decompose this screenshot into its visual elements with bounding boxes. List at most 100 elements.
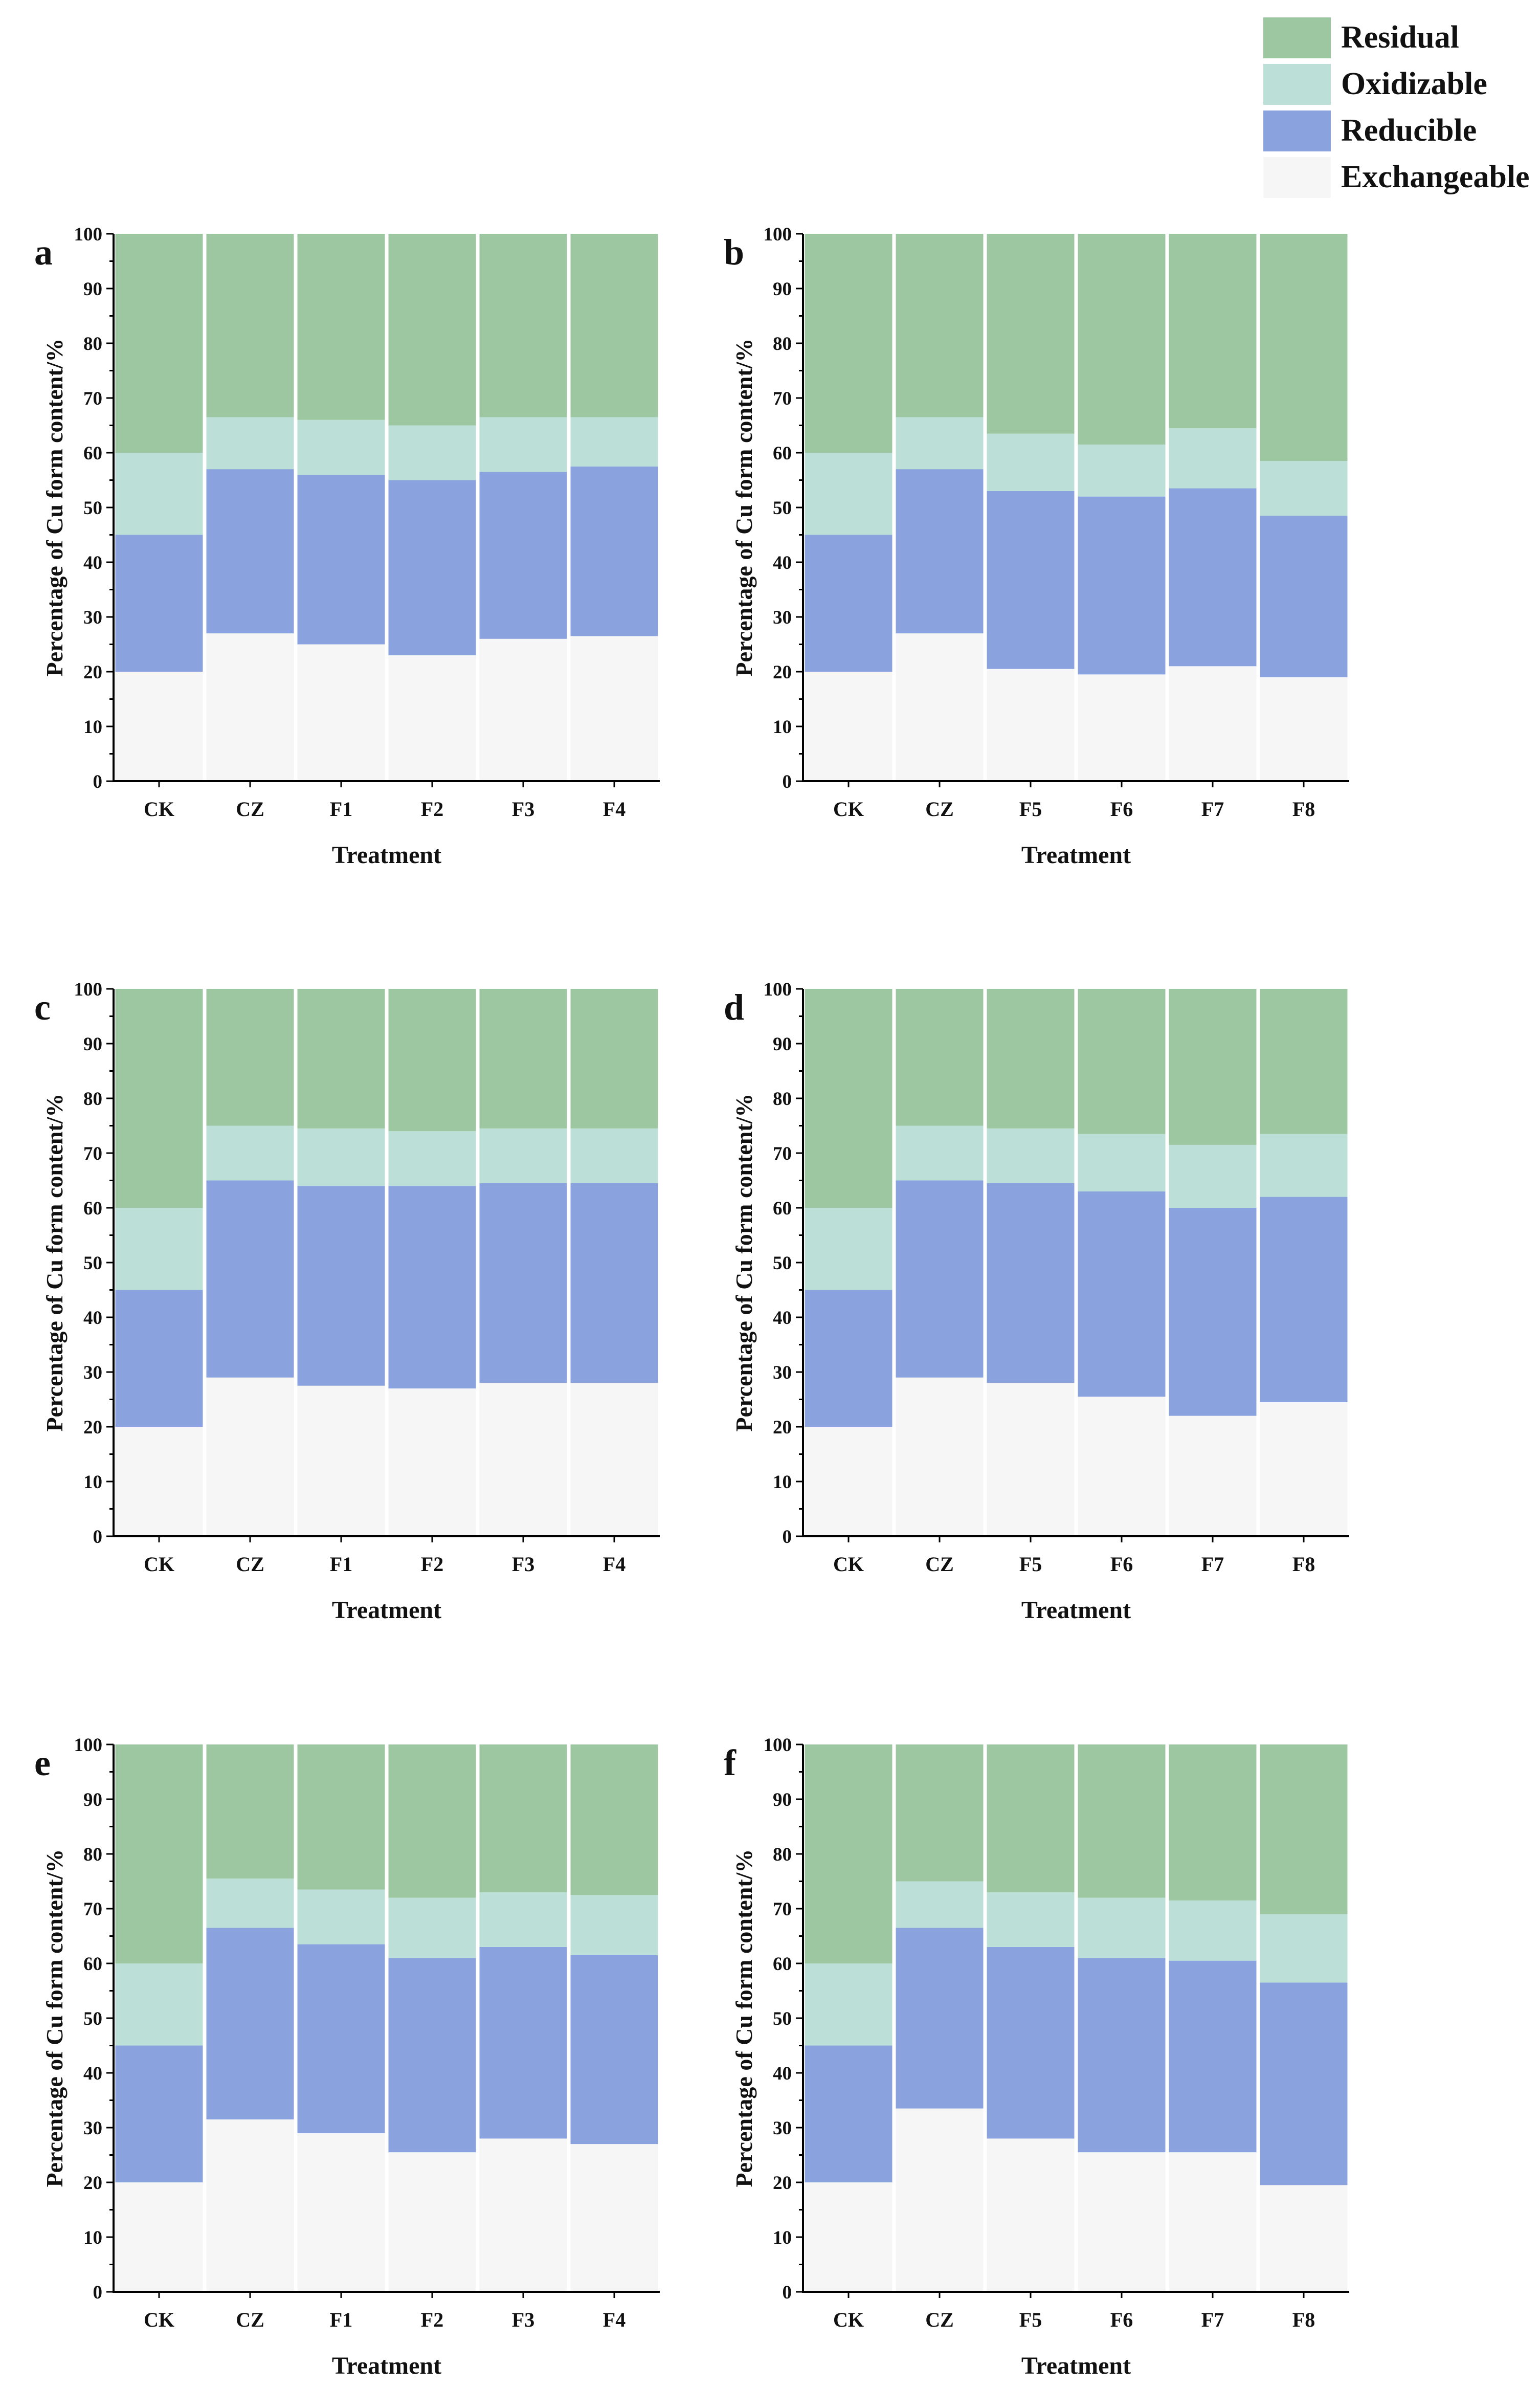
bar-f-f5-oxidizable bbox=[987, 1892, 1075, 1947]
x-axis-title-b: Treatment bbox=[1021, 842, 1131, 869]
y-tick-label-f-70: 70 bbox=[773, 1899, 792, 1920]
y-tick-label-a-80: 80 bbox=[83, 334, 102, 355]
x-tick-label-e-f4: F4 bbox=[603, 2308, 626, 2331]
bar-f-f6-exchangeable bbox=[1078, 2152, 1166, 2292]
y-tick-label-e-80: 80 bbox=[83, 1844, 102, 1865]
bar-d-f8-exchangeable bbox=[1260, 1402, 1348, 1536]
y-tick-label-f-0: 0 bbox=[783, 2282, 792, 2303]
x-tick-label-d-f8: F8 bbox=[1292, 1553, 1315, 1576]
y-tick-label-e-50: 50 bbox=[83, 2008, 102, 2029]
bar-f-f6-residual bbox=[1078, 1744, 1166, 1898]
bar-a-ck-exchangeable bbox=[115, 672, 203, 781]
bar-e-f1-residual bbox=[297, 1744, 385, 1890]
y-tick-label-e-70: 70 bbox=[83, 1899, 102, 1920]
y-tick-label-a-60: 60 bbox=[83, 443, 102, 464]
bar-b-f7-oxidizable bbox=[1169, 428, 1257, 489]
bar-a-f3-exchangeable bbox=[479, 638, 567, 781]
bar-c-f4-exchangeable bbox=[570, 1383, 658, 1536]
bar-b-f7-reducible bbox=[1169, 488, 1257, 667]
bar-d-f6-residual bbox=[1078, 989, 1166, 1134]
bar-b-ck-residual bbox=[805, 234, 892, 453]
bar-e-f3-exchangeable bbox=[479, 2138, 567, 2292]
panel-label-d: d bbox=[724, 987, 744, 1028]
bar-d-cz-reducible bbox=[896, 1180, 984, 1378]
x-tick-label-e-cz: CZ bbox=[236, 2308, 264, 2331]
bar-a-f4-oxidizable bbox=[570, 417, 658, 467]
bar-b-ck-reducible bbox=[805, 535, 892, 672]
bar-d-f7-exchangeable bbox=[1169, 1416, 1257, 1536]
y-tick-label-f-40: 40 bbox=[773, 2063, 792, 2084]
x-tick-label-e-ck: CK bbox=[144, 2308, 174, 2331]
bar-f-f6-reducible bbox=[1078, 1958, 1166, 2153]
y-tick-label-d-40: 40 bbox=[773, 1308, 792, 1329]
bar-b-cz-residual bbox=[896, 234, 984, 417]
y-tick-label-b-100: 100 bbox=[764, 224, 792, 245]
bar-b-f8-oxidizable bbox=[1260, 461, 1348, 516]
bar-b-f5-oxidizable bbox=[987, 433, 1075, 491]
y-tick-label-b-70: 70 bbox=[773, 388, 792, 409]
bar-f-f8-oxidizable bbox=[1260, 1914, 1348, 1983]
bar-b-ck-oxidizable bbox=[805, 453, 892, 535]
x-tick-label-f-f5: F5 bbox=[1019, 2308, 1042, 2331]
bar-e-f4-oxidizable bbox=[570, 1895, 658, 1955]
bar-e-f1-reducible bbox=[297, 1944, 385, 2133]
y-tick-label-c-60: 60 bbox=[83, 1198, 102, 1219]
x-tick-label-b-f7: F7 bbox=[1201, 798, 1224, 821]
x-tick-label-e-f3: F3 bbox=[512, 2308, 534, 2331]
y-tick-label-e-10: 10 bbox=[83, 2227, 102, 2248]
bar-f-f6-oxidizable bbox=[1078, 1897, 1166, 1958]
legend-label-residual: Residual bbox=[1341, 20, 1459, 55]
bar-e-f4-residual bbox=[570, 1744, 658, 1895]
legend: Residual Oxidizable Reducible Exchangeab… bbox=[1263, 14, 1530, 201]
bar-f-cz-exchangeable bbox=[896, 2108, 984, 2292]
y-tick-label-f-50: 50 bbox=[773, 2008, 792, 2029]
x-tick-label-c-f1: F1 bbox=[330, 1553, 352, 1576]
bar-e-ck-residual bbox=[115, 1744, 203, 1963]
bar-a-f1-exchangeable bbox=[297, 644, 385, 781]
x-tick-label-d-f6: F6 bbox=[1110, 1553, 1133, 1576]
x-tick-label-c-cz: CZ bbox=[236, 1553, 264, 1576]
y-tick-label-d-10: 10 bbox=[773, 1472, 792, 1493]
bar-c-cz-exchangeable bbox=[206, 1377, 294, 1536]
legend-label-reducible: Reducible bbox=[1341, 113, 1477, 148]
x-tick-label-e-f1: F1 bbox=[330, 2308, 352, 2331]
bar-b-cz-exchangeable bbox=[896, 633, 984, 781]
bar-e-f3-residual bbox=[479, 1744, 567, 1892]
y-tick-label-b-20: 20 bbox=[773, 662, 792, 683]
bar-a-f1-residual bbox=[297, 234, 385, 420]
bar-d-ck-oxidizable bbox=[805, 1208, 892, 1290]
bar-f-ck-oxidizable bbox=[805, 1963, 892, 2046]
x-tick-label-a-f2: F2 bbox=[421, 798, 443, 821]
y-tick-label-c-80: 80 bbox=[83, 1089, 102, 1110]
bar-e-f2-residual bbox=[388, 1744, 476, 1898]
y-axis-title-c: Percentage of Cu form content/% bbox=[41, 1094, 68, 1432]
legend-swatch-reducible bbox=[1263, 110, 1331, 151]
x-tick-label-f-ck: CK bbox=[833, 2308, 864, 2331]
y-axis-title-a: Percentage of Cu form content/% bbox=[41, 339, 68, 677]
legend-swatch-oxidizable bbox=[1263, 63, 1331, 105]
bar-f-ck-residual bbox=[805, 1744, 892, 1963]
y-tick-label-a-0: 0 bbox=[93, 771, 103, 792]
bar-e-ck-oxidizable bbox=[115, 1963, 203, 2046]
y-tick-label-f-30: 30 bbox=[773, 2118, 792, 2139]
y-tick-label-c-40: 40 bbox=[83, 1308, 102, 1329]
y-tick-label-e-30: 30 bbox=[83, 2118, 102, 2139]
bar-e-ck-exchangeable bbox=[115, 2182, 203, 2292]
bar-a-f2-oxidizable bbox=[388, 425, 476, 480]
x-tick-label-d-cz: CZ bbox=[925, 1553, 954, 1576]
bar-b-cz-oxidizable bbox=[896, 417, 984, 470]
panel-label-f: f bbox=[724, 1742, 736, 1783]
y-tick-label-b-30: 30 bbox=[773, 607, 792, 628]
y-tick-label-d-70: 70 bbox=[773, 1143, 792, 1164]
bar-f-f8-residual bbox=[1260, 1744, 1348, 1914]
bar-d-f6-oxidizable bbox=[1078, 1134, 1166, 1191]
bar-f-f7-oxidizable bbox=[1169, 1900, 1257, 1961]
bar-a-f1-oxidizable bbox=[297, 419, 385, 475]
x-axis-title-a: Treatment bbox=[332, 842, 441, 869]
bar-d-ck-exchangeable bbox=[805, 1427, 892, 1536]
legend-item-exchangeable: Exchangeable bbox=[1263, 154, 1530, 201]
bar-f-ck-reducible bbox=[805, 2045, 892, 2182]
y-axis-title-d: Percentage of Cu form content/% bbox=[731, 1094, 757, 1432]
y-tick-label-d-60: 60 bbox=[773, 1198, 792, 1219]
bar-e-f2-reducible bbox=[388, 1958, 476, 2153]
